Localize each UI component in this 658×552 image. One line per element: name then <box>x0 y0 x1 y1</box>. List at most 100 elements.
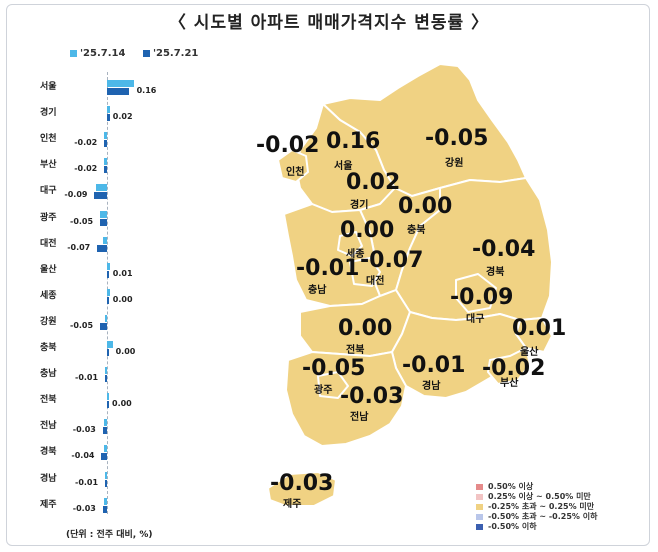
value-label-5: -0.05 <box>70 216 94 226</box>
bar-curr-5 <box>100 218 107 226</box>
bar-curr-0 <box>107 88 130 95</box>
map-region-name-12: 광주 <box>314 385 333 396</box>
value-label-16: -0.03 <box>72 503 96 513</box>
region-shape-busan <box>487 347 531 385</box>
map-region-name-11: 전북 <box>346 345 365 356</box>
value-label-6: -0.07 <box>67 242 91 252</box>
bar-curr-1 <box>107 114 110 122</box>
map-value-12: -0.05 <box>302 356 366 381</box>
map-legend-label-1: 0.25% 이상 ~ 0.50% 미만 <box>488 492 591 501</box>
bar-prev-14 <box>104 445 107 453</box>
bar-curr-14 <box>101 453 107 461</box>
bar-curr-8 <box>107 296 109 304</box>
map-region-name-15: 전남 <box>350 412 369 423</box>
region-shape-gwangju <box>317 371 349 399</box>
map-legend-swatch-0 <box>476 483 483 490</box>
map-value-4: 0.00 <box>398 194 453 219</box>
value-label-7: 0.01 <box>112 268 133 278</box>
region-label-14: 경북 <box>40 447 57 458</box>
region-label-10: 충북 <box>40 343 57 353</box>
region-shape-sejong <box>337 231 363 257</box>
bar-prev-15 <box>105 471 107 479</box>
map-legend-label-0: 0.50% 이상 <box>488 482 534 491</box>
bar-prev-16 <box>104 497 107 505</box>
map-region-name-1: 서울 <box>334 161 353 172</box>
map-region-name-14: 부산 <box>500 378 519 389</box>
region-label-15: 경남 <box>40 473 57 484</box>
value-label-14: -0.04 <box>71 451 95 461</box>
bar-prev-9 <box>105 314 107 322</box>
value-label-12: 0.00 <box>112 399 132 409</box>
map-value-3: 0.02 <box>346 170 401 195</box>
bar-curr-12 <box>107 401 109 409</box>
map-value-15: -0.03 <box>340 384 404 409</box>
region-label-6: 대전 <box>40 238 57 249</box>
map-legend-item-3: -0.50% 초과 ~ -0.25% 이하 <box>476 511 597 522</box>
map-legend-item-4: -0.50% 이하 <box>476 521 537 532</box>
map-region-name-4: 충북 <box>407 225 426 236</box>
bar-curr-15 <box>105 479 107 487</box>
legend-item-curr: '25.7.21 <box>142 48 199 59</box>
region-shape-daejeon <box>349 257 381 287</box>
value-label-8: 0.00 <box>112 294 133 304</box>
map-legend-item-1: 0.25% 이상 ~ 0.50% 미만 <box>476 491 591 502</box>
unit-note: (단위 : 전주 대비, %) <box>66 530 153 540</box>
map-legend-item-2: -0.25% 초과 ~ 0.25% 미만 <box>476 501 594 512</box>
region-label-7: 울산 <box>40 264 57 275</box>
map-region-name-6: 경북 <box>486 267 505 278</box>
bar-prev-3 <box>104 158 107 166</box>
region-shape-jeonnam <box>285 351 407 447</box>
region-label-9: 강원 <box>40 316 57 327</box>
region-label-4: 대구 <box>40 186 57 197</box>
region-shape-incheon <box>277 149 309 183</box>
value-label-11: -0.01 <box>75 373 99 383</box>
legend-label-prev: '25.7.14 <box>80 48 126 59</box>
map-legend-swatch-1 <box>476 493 483 500</box>
map-legend-label-2: -0.25% 초과 ~ 0.25% 미만 <box>488 502 595 511</box>
map-value-1: 0.16 <box>326 129 381 154</box>
region-label-16: 제주 <box>40 499 57 510</box>
legend-swatch-curr <box>142 49 150 57</box>
bar-curr-6 <box>97 244 107 252</box>
map-region-name-7: 대전 <box>366 276 385 287</box>
bar-prev-1 <box>107 106 110 114</box>
region-label-12: 전북 <box>40 395 57 406</box>
bar-prev-4 <box>95 184 107 192</box>
map-legend-swatch-2 <box>476 503 483 510</box>
legend-item-prev: '25.7.14 <box>70 48 125 59</box>
bar-curr-3 <box>104 166 107 174</box>
map-value-2: -0.05 <box>425 126 489 151</box>
map-legend-label-3: -0.50% 초과 ~ -0.25% 이하 <box>488 512 598 521</box>
value-label-15: -0.01 <box>75 477 99 487</box>
map-region-name-16: 제주 <box>283 499 302 510</box>
value-label-1: 0.02 <box>112 112 133 122</box>
region-label-13: 전남 <box>40 421 57 432</box>
bar-prev-6 <box>102 236 107 244</box>
map-value-8: -0.01 <box>296 256 360 281</box>
value-label-9: -0.05 <box>70 320 94 330</box>
map-value-16: -0.03 <box>270 471 334 496</box>
bar-prev-13 <box>104 419 107 427</box>
legend-swatch-prev <box>70 49 77 57</box>
map-value-6: -0.04 <box>472 237 536 262</box>
map-value-13: -0.01 <box>402 353 466 378</box>
bar-curr-7 <box>107 270 109 278</box>
map-value-14: -0.02 <box>482 356 546 381</box>
map-legend-swatch-4 <box>476 523 483 530</box>
value-label-10: 0.00 <box>115 347 136 356</box>
legend-label-curr: '25.7.21 <box>152 48 199 59</box>
bar-prev-10 <box>107 341 113 348</box>
bar-curr-11 <box>105 375 107 383</box>
region-shape-daegu <box>455 273 497 313</box>
bar-curr-9 <box>100 322 107 330</box>
map-region-name-2: 강원 <box>445 158 464 169</box>
bar-legend: '25.7.14 '25.7.21 <box>70 48 212 59</box>
region-label-11: 충남 <box>40 369 57 380</box>
frame-border <box>6 4 650 546</box>
bar-curr-13 <box>102 427 107 435</box>
value-label-3: -0.02 <box>74 164 98 174</box>
region-label-1: 경기 <box>40 108 57 119</box>
map-legend-label-4: -0.50% 이하 <box>488 522 537 531</box>
map-region-name-5: 세종 <box>346 249 365 260</box>
